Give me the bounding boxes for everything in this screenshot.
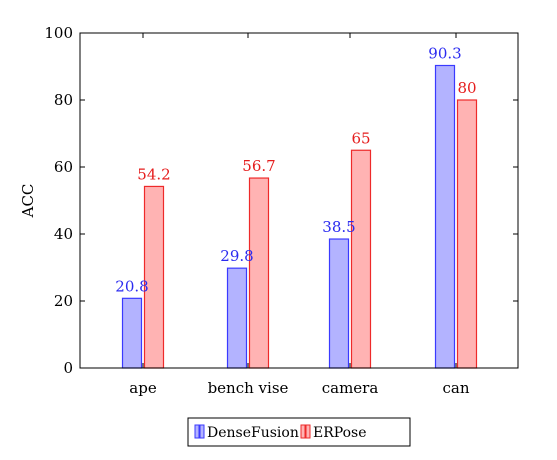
y-tick-label: 20 bbox=[54, 292, 73, 310]
legend-swatch-densefusion-2 bbox=[199, 424, 205, 439]
bar-densefusion-bench-vise bbox=[226, 267, 248, 369]
data-labels: 20.8 54.2 29.8 56.7 38.5 65 90.3 80 bbox=[115, 44, 476, 295]
legend-swatch-densefusion bbox=[194, 424, 200, 439]
y-tick-label: 80 bbox=[54, 91, 73, 109]
x-tick-label: can bbox=[442, 379, 469, 397]
x-tick-label: camera bbox=[322, 379, 379, 397]
legend-swatch-erpose bbox=[300, 424, 306, 439]
legend-label-erpose: ERPose bbox=[313, 425, 367, 441]
data-label-densefusion-camera: 38.5 bbox=[322, 218, 355, 236]
bars-layer bbox=[121, 64, 478, 369]
bar-erpose-camera bbox=[350, 149, 372, 369]
y-tick-label: 60 bbox=[54, 158, 73, 176]
x-tick-label: ape bbox=[129, 379, 157, 397]
legend-items: DenseFusion ERPose bbox=[194, 424, 367, 441]
y-tick-label: 40 bbox=[54, 225, 73, 243]
bar-densefusion-can bbox=[434, 64, 456, 369]
bar-erpose-can bbox=[456, 99, 478, 369]
legend-label-densefusion: DenseFusion bbox=[207, 425, 299, 441]
bar-densefusion-camera bbox=[328, 238, 350, 369]
y-ticks: 0 20 40 60 80 100 bbox=[44, 24, 518, 377]
plot-frame bbox=[79, 32, 519, 369]
data-label-erpose-bench-vise: 56.7 bbox=[242, 157, 275, 175]
data-label-densefusion-ape: 20.8 bbox=[115, 277, 148, 295]
legend: DenseFusion ERPose bbox=[187, 417, 411, 447]
data-label-densefusion-bench-vise: 29.8 bbox=[220, 247, 253, 265]
data-label-erpose-camera: 65 bbox=[351, 129, 370, 147]
x-tick-label: bench vise bbox=[208, 379, 289, 397]
bar-densefusion-ape bbox=[121, 297, 143, 369]
y-tick-label: 0 bbox=[63, 359, 73, 377]
data-label-densefusion-can: 90.3 bbox=[428, 44, 461, 62]
data-label-erpose-ape: 54.2 bbox=[137, 165, 170, 183]
bar-erpose-bench-vise bbox=[248, 177, 270, 369]
x-tick-labels: ape bench vise camera can bbox=[129, 33, 470, 397]
legend-swatch-erpose-2 bbox=[305, 424, 311, 439]
legend-box bbox=[187, 417, 411, 447]
y-axis-title: ACC bbox=[19, 184, 37, 219]
y-tick-label: 100 bbox=[44, 24, 73, 42]
data-label-erpose-can: 80 bbox=[457, 79, 476, 97]
